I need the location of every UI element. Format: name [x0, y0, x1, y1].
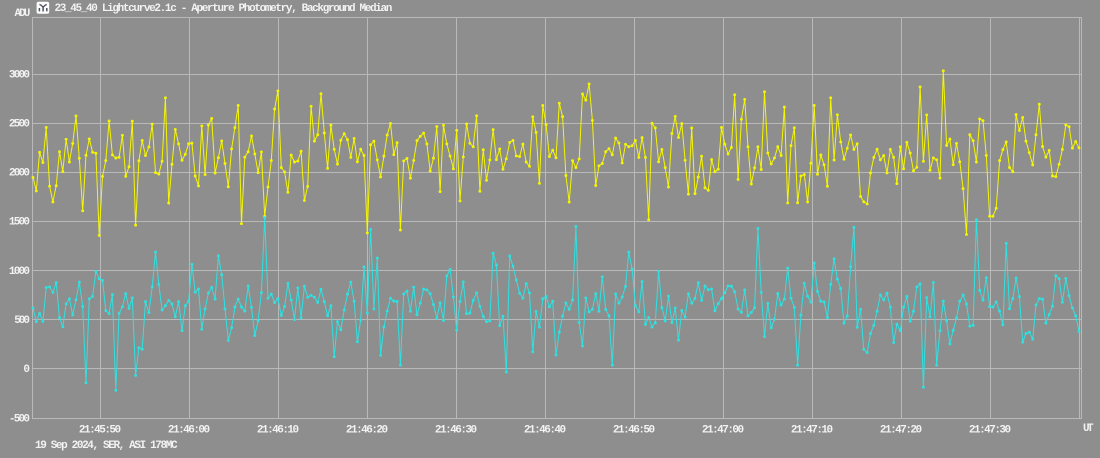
svg-text:21:46:50: 21:46:50: [613, 424, 655, 436]
svg-text:21:47:20: 21:47:20: [880, 424, 922, 436]
svg-text:-500: -500: [9, 413, 30, 425]
svg-text:500: 500: [14, 315, 30, 327]
svg-text:UT: UT: [1083, 423, 1094, 435]
svg-text:21:46:30: 21:46:30: [435, 424, 477, 436]
svg-text:19 Sep 2024, SER, ASI 178MC: 19 Sep 2024, SER, ASI 178MC: [35, 440, 178, 452]
svg-text:1000: 1000: [9, 266, 30, 278]
svg-text:1500: 1500: [9, 217, 30, 229]
svg-text:3000: 3000: [9, 69, 30, 81]
svg-text:ADU: ADU: [15, 8, 31, 20]
svg-text:21:46:00: 21:46:00: [168, 424, 210, 436]
svg-text:21:46:20: 21:46:20: [346, 424, 388, 436]
svg-text:21:47:00: 21:47:00: [702, 424, 744, 436]
svg-text:2500: 2500: [9, 118, 30, 130]
svg-text:21:45:50: 21:45:50: [79, 424, 121, 436]
svg-text:23_45_40 Lightcurve2.1c - Aper: 23_45_40 Lightcurve2.1c - Aperture Photo…: [55, 3, 393, 15]
svg-text:2000: 2000: [9, 168, 30, 180]
svg-text:21:46:10: 21:46:10: [257, 424, 299, 436]
svg-text:21:47:10: 21:47:10: [791, 424, 833, 436]
svg-text:21:46:40: 21:46:40: [524, 424, 566, 436]
svg-text:0: 0: [23, 364, 30, 376]
svg-text:21:47:30: 21:47:30: [969, 424, 1011, 436]
